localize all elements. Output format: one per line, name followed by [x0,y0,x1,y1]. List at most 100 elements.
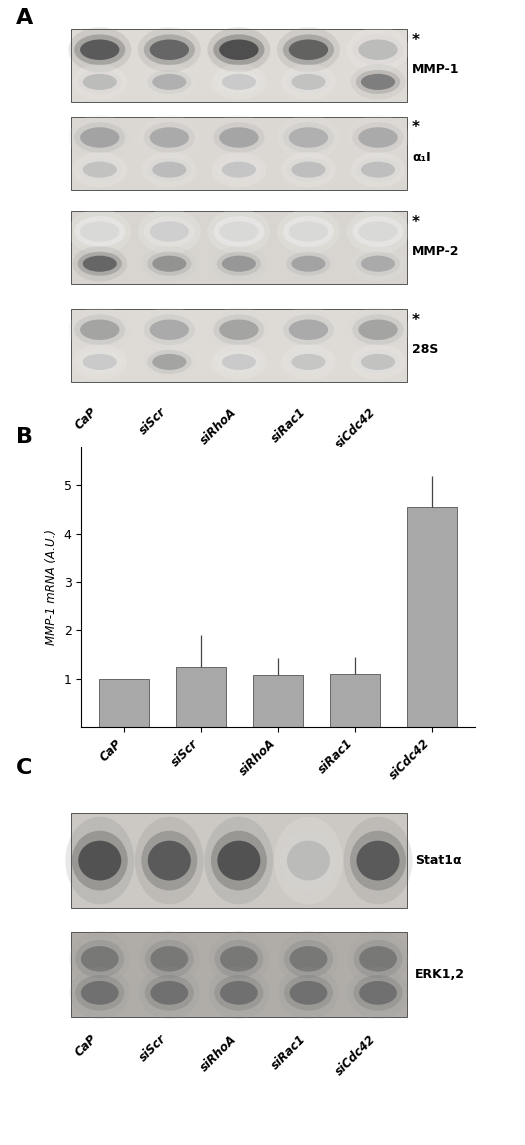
Ellipse shape [72,246,127,282]
Text: C: C [16,758,32,777]
Text: A: A [16,8,33,29]
Ellipse shape [147,70,192,94]
Ellipse shape [346,114,410,160]
Ellipse shape [281,246,336,282]
Ellipse shape [69,966,130,1019]
Ellipse shape [142,345,196,380]
Text: MMP-2: MMP-2 [412,245,459,258]
FancyBboxPatch shape [71,932,407,1017]
Ellipse shape [351,152,405,188]
Ellipse shape [135,816,204,905]
Ellipse shape [83,255,117,271]
Ellipse shape [219,221,258,242]
Ellipse shape [277,114,340,160]
Ellipse shape [358,39,398,60]
Bar [253,674,303,727]
Ellipse shape [356,252,400,276]
Ellipse shape [207,210,270,254]
Ellipse shape [277,27,340,72]
Ellipse shape [139,966,200,1019]
Ellipse shape [141,831,197,891]
Ellipse shape [214,976,264,1011]
Text: siRhoA: siRhoA [197,1033,239,1074]
Ellipse shape [212,345,266,380]
Ellipse shape [68,114,131,160]
Ellipse shape [74,216,125,247]
Ellipse shape [152,74,186,90]
Ellipse shape [78,70,122,94]
Text: *: * [412,33,420,48]
Ellipse shape [220,946,258,972]
Ellipse shape [217,350,261,374]
Ellipse shape [138,210,201,254]
Ellipse shape [204,816,274,905]
Ellipse shape [152,354,186,370]
Text: 28S: 28S [412,344,438,356]
Ellipse shape [213,123,265,152]
Text: siRac1: siRac1 [269,405,309,445]
Ellipse shape [222,74,256,90]
Ellipse shape [283,123,334,152]
Ellipse shape [212,64,266,100]
Ellipse shape [147,350,192,374]
Ellipse shape [81,946,119,972]
Ellipse shape [278,931,339,987]
Ellipse shape [352,315,404,345]
Text: siCdc42: siCdc42 [332,1033,378,1077]
Ellipse shape [207,27,270,72]
Ellipse shape [351,64,405,100]
Ellipse shape [138,114,201,160]
Ellipse shape [213,315,265,345]
Ellipse shape [74,123,125,152]
Ellipse shape [68,210,131,254]
Ellipse shape [211,831,267,891]
Ellipse shape [144,216,195,247]
Ellipse shape [291,255,326,271]
Text: ERK1,2: ERK1,2 [415,968,465,980]
Ellipse shape [359,981,397,1004]
Ellipse shape [147,158,192,182]
FancyBboxPatch shape [71,211,407,284]
Ellipse shape [148,840,191,881]
Ellipse shape [80,39,120,60]
Ellipse shape [150,127,189,148]
Ellipse shape [352,34,404,65]
Ellipse shape [358,127,398,148]
Ellipse shape [356,70,400,94]
Ellipse shape [83,74,117,90]
Ellipse shape [284,940,333,978]
Ellipse shape [219,39,258,60]
Bar [407,507,457,727]
Ellipse shape [359,946,397,972]
Ellipse shape [145,976,194,1011]
Text: siRhoA: siRhoA [197,405,239,447]
Ellipse shape [290,946,328,972]
Ellipse shape [152,161,186,177]
Ellipse shape [78,350,122,374]
Ellipse shape [83,354,117,370]
Ellipse shape [72,345,127,380]
Ellipse shape [283,34,334,65]
Ellipse shape [208,966,269,1019]
Ellipse shape [361,161,395,177]
FancyBboxPatch shape [71,30,407,102]
Ellipse shape [144,315,195,345]
Text: CaP: CaP [73,405,100,433]
Ellipse shape [150,39,189,60]
Ellipse shape [286,252,331,276]
Ellipse shape [150,221,189,242]
Ellipse shape [217,158,261,182]
Ellipse shape [343,816,413,905]
Ellipse shape [69,931,130,987]
FancyBboxPatch shape [71,813,407,908]
Ellipse shape [348,931,408,987]
Ellipse shape [72,64,127,100]
Y-axis label: MMP-1 mRNA (A.U.): MMP-1 mRNA (A.U.) [45,529,58,645]
Ellipse shape [356,158,400,182]
Ellipse shape [361,255,395,271]
Ellipse shape [361,354,395,370]
Ellipse shape [352,123,404,152]
Text: Stat1α: Stat1α [415,854,461,867]
Ellipse shape [139,931,200,987]
Ellipse shape [217,70,261,94]
